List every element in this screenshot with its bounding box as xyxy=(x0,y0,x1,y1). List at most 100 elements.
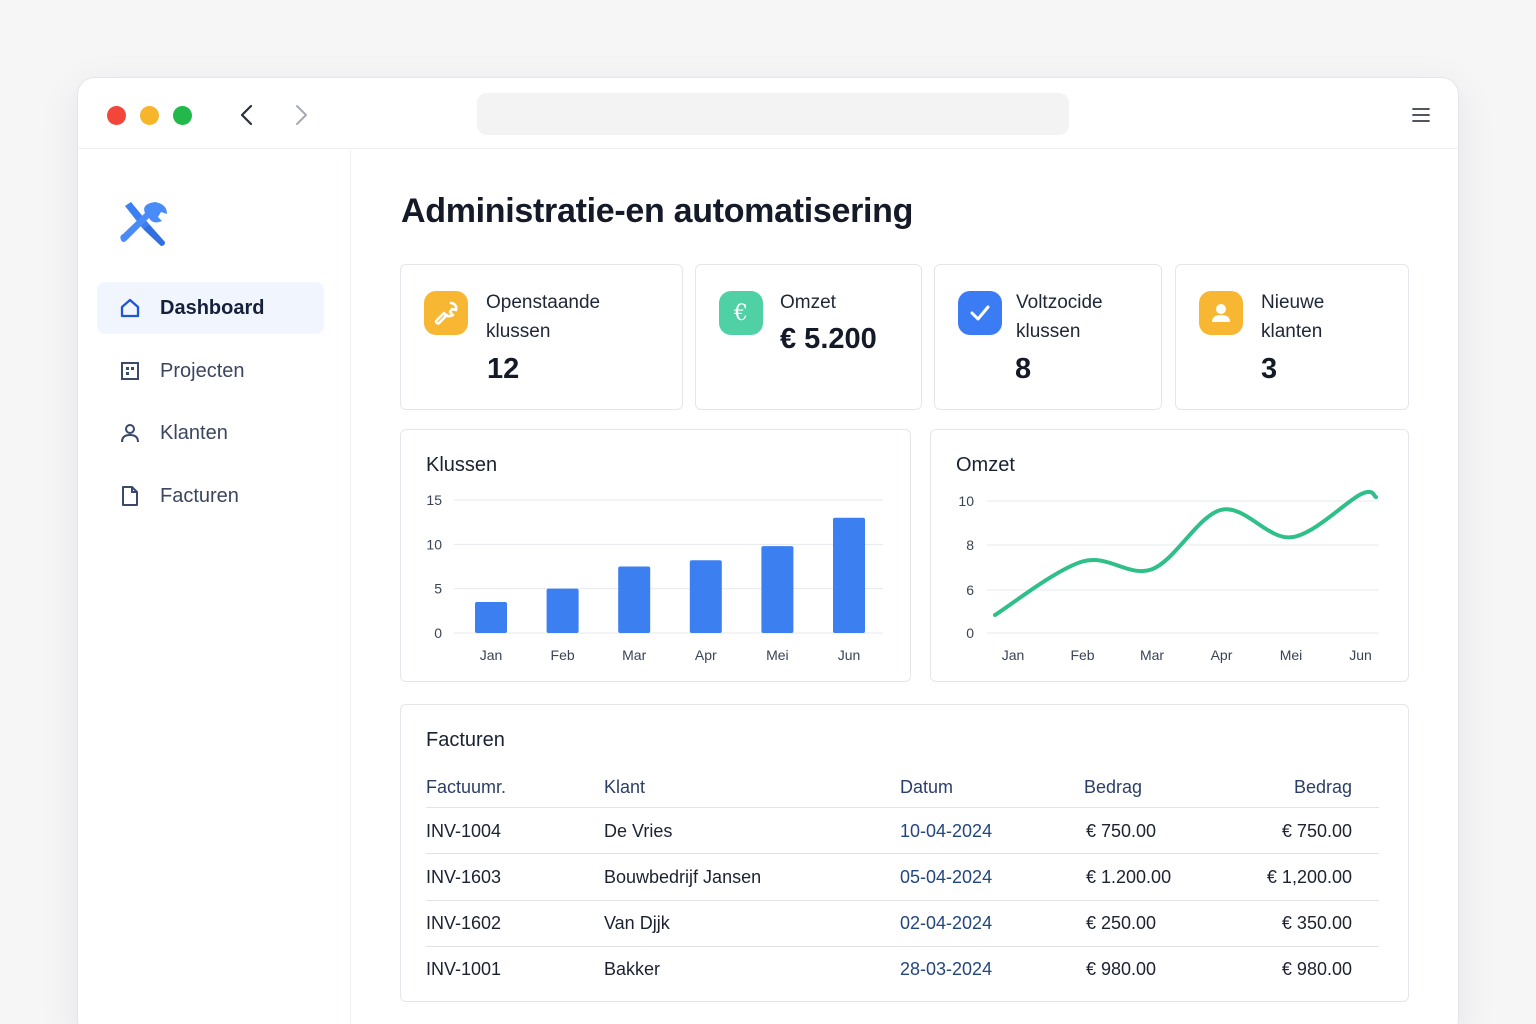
chart-card-klussen: Klussen 0 5 10 15 Jan Feb Mar Apr Mei Jun xyxy=(400,429,911,682)
chevron-right-icon xyxy=(296,105,307,125)
invoice-amount: € 750.00 xyxy=(1086,821,1157,841)
y-tick-label: 0 xyxy=(966,625,974,641)
x-tick-label: Mar xyxy=(622,647,646,663)
chart-title: Omzet xyxy=(956,454,1015,476)
y-tick-label: 10 xyxy=(426,536,442,552)
line-chart: 0 6 8 10 Jan Feb Mar Apr Mei Jun xyxy=(958,489,1379,663)
document-icon xyxy=(122,486,138,506)
divider xyxy=(426,807,1379,808)
hamburger-icon xyxy=(1412,108,1430,122)
home-icon xyxy=(120,298,140,318)
stat-value: 8 xyxy=(1015,353,1032,385)
invoice-amount: € 980.00 xyxy=(1281,959,1352,979)
x-tick-label: Apr xyxy=(695,647,717,663)
svg-text:€: € xyxy=(733,301,748,326)
bar[interactable] xyxy=(546,588,579,633)
x-tick-label: Feb xyxy=(1070,647,1094,663)
sidebar-item-dashboard[interactable]: Dashboard xyxy=(97,282,324,334)
y-tick-label: 5 xyxy=(434,581,442,597)
stat-value: € 5.200 xyxy=(780,323,877,355)
sidebar: Dashboard Projecten Klanten Facturen xyxy=(78,150,351,1024)
x-tick-label: Mar xyxy=(1140,647,1164,663)
invoice-date: 05-04-2024 xyxy=(900,867,993,887)
sidebar-item-projecten[interactable]: Projecten xyxy=(97,345,324,397)
stat-label: klanten xyxy=(1261,321,1323,342)
x-tick-label: Mei xyxy=(766,647,789,663)
sidebar-item-klanten[interactable]: Klanten xyxy=(97,407,324,459)
sidebar-item-label: Klanten xyxy=(160,422,228,444)
stat-card-openstaande-klussen[interactable]: Openstaande klussen 12 xyxy=(400,264,683,410)
sidebar-item-label: Projecten xyxy=(160,360,245,382)
stat-card-voltooide-klussen[interactable]: Voltzocide klussen 8 xyxy=(934,264,1162,410)
user-icon xyxy=(1199,291,1243,335)
bar[interactable] xyxy=(689,560,722,633)
minimize-window-button[interactable] xyxy=(140,106,159,125)
sidebar-item-facturen[interactable]: Facturen xyxy=(97,470,324,522)
invoice-amount: € 250.00 xyxy=(1086,913,1157,933)
stat-label: klussen xyxy=(1016,321,1081,342)
invoice-number: INV-1001 xyxy=(426,959,502,979)
stat-label: Openstaande xyxy=(486,292,601,313)
check-icon xyxy=(958,291,1002,335)
sidebar-item-label: Facturen xyxy=(160,485,239,507)
invoice-number: INV-1603 xyxy=(426,867,502,887)
y-tick-label: 10 xyxy=(958,493,974,509)
chart-card-omzet: Omzet 0 6 8 10 Jan Feb Mar Apr Mei Jun xyxy=(930,429,1409,682)
bar[interactable] xyxy=(761,546,794,633)
client-name: Bouwbedrijf Jansen xyxy=(604,867,762,887)
stat-card-omzet[interactable]: € Omzet € 5.200 xyxy=(695,264,922,410)
stat-label: Voltzocide xyxy=(1016,292,1103,313)
y-tick-label: 15 xyxy=(426,492,442,508)
client-name: De Vries xyxy=(604,821,673,841)
invoice-amount: € 1.200.00 xyxy=(1086,867,1172,887)
column-header[interactable]: Bedrag xyxy=(1293,777,1352,797)
menu-button[interactable] xyxy=(1410,104,1432,126)
chevron-left-icon xyxy=(240,104,253,126)
bar-chart: 0 5 10 15 Jan Feb Mar Apr Mei Jun xyxy=(426,492,883,663)
divider xyxy=(426,900,1379,901)
projects-icon xyxy=(121,362,139,380)
column-header[interactable]: Datum xyxy=(900,777,954,797)
title-bar xyxy=(78,78,1458,149)
chart-title: Klussen xyxy=(426,454,498,476)
y-tick-label: 8 xyxy=(966,537,974,553)
client-name: Van Djjk xyxy=(604,913,670,933)
sidebar-item-label: Dashboard xyxy=(160,297,265,319)
maximize-window-button[interactable] xyxy=(173,106,192,125)
bar[interactable] xyxy=(618,566,651,634)
x-tick-label: Feb xyxy=(551,647,575,663)
forward-button[interactable] xyxy=(288,102,314,128)
bar[interactable] xyxy=(475,601,507,633)
series-line[interactable] xyxy=(993,489,1378,617)
table-title: Facturen xyxy=(426,729,505,751)
address-bar[interactable] xyxy=(477,93,1069,135)
wrench-icon xyxy=(424,291,468,335)
divider xyxy=(426,946,1379,947)
y-tick-label: 0 xyxy=(434,625,442,641)
invoice-amount: € 1,200.00 xyxy=(1266,867,1352,887)
divider xyxy=(426,853,1379,854)
x-tick-label: Jun xyxy=(838,647,861,663)
browser-window: Dashboard Projecten Klanten Facturen Adm… xyxy=(77,77,1459,1024)
close-window-button[interactable] xyxy=(107,106,126,125)
stat-card-nieuwe-klanten[interactable]: Nieuwe klanten 3 xyxy=(1175,264,1409,410)
column-header[interactable]: Factuumr. xyxy=(426,777,507,797)
stat-label: klussen xyxy=(486,321,551,342)
stat-label: Omzet xyxy=(780,292,836,313)
x-tick-label: Jun xyxy=(1349,647,1372,663)
invoices-table-card: Facturen Factuumr. Klant Datum Bedrag Be… xyxy=(400,704,1409,1002)
column-header[interactable]: Klant xyxy=(604,777,646,797)
stat-value: 3 xyxy=(1261,353,1278,385)
tools-logo-icon xyxy=(120,202,167,246)
invoice-amount: € 980.00 xyxy=(1086,959,1157,979)
back-button[interactable] xyxy=(234,102,260,128)
invoice-number: INV-1602 xyxy=(426,913,502,933)
user-icon xyxy=(121,424,139,443)
x-tick-label: Apr xyxy=(1211,647,1233,663)
invoice-number: INV-1004 xyxy=(426,821,502,841)
column-header[interactable]: Bedrag xyxy=(1084,777,1143,797)
x-tick-label: Jan xyxy=(1002,647,1025,663)
y-tick-label: 6 xyxy=(966,582,974,598)
bar[interactable] xyxy=(833,517,865,633)
stat-value: 12 xyxy=(487,353,520,385)
